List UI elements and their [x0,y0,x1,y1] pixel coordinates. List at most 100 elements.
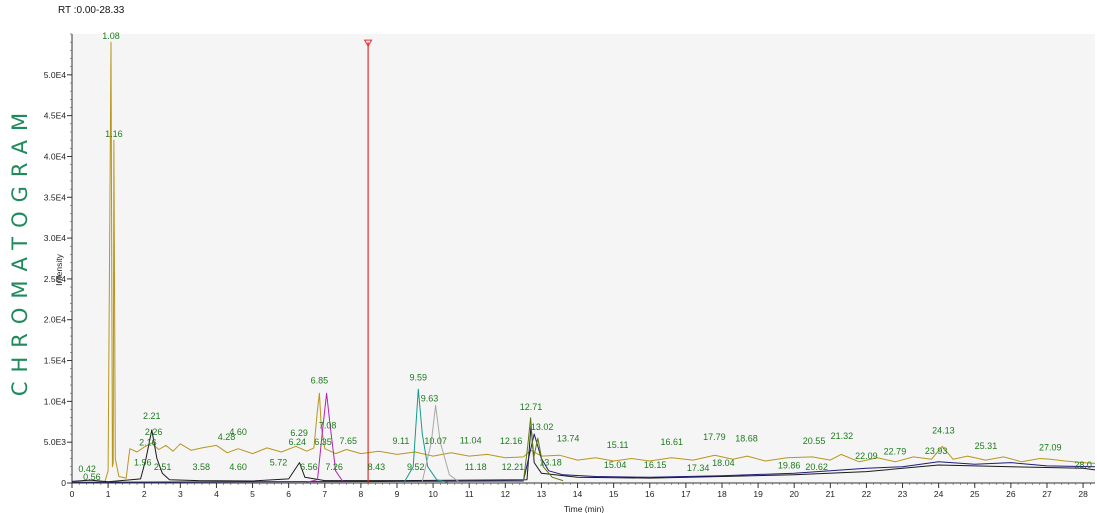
peak-label: 24.13 [932,425,955,435]
rt-range-label: RT :0.00-28.33 [58,5,125,16]
peak-label: 15.11 [607,440,629,450]
peak-label: 1.96 [134,457,152,467]
x-tick-label: 2 [142,489,147,499]
series-line-magenta [306,392,344,483]
peak-label: 6.24 [289,437,307,447]
peak-label: 6.85 [311,376,329,386]
peak-label: 12.21 [502,462,525,472]
x-tick-label: 3 [178,489,183,499]
x-tick-label: 17 [681,489,691,499]
x-tick-label: 27 [1042,489,1052,499]
peak-label: 25.31 [975,441,998,451]
peak-label: 1.16 [105,129,123,139]
peak-label: 8.43 [368,462,386,472]
peak-label: 21.32 [831,431,854,441]
peak-label: 2.26 [145,427,163,437]
peak-label: 22.79 [884,447,907,457]
peak-label: 11.04 [460,435,482,445]
plot-area [72,34,1095,483]
peak-label: 0.56 [83,472,101,482]
series-line-black [71,425,1096,483]
x-tick-label: 18 [717,489,727,499]
peak-label: 18.68 [735,434,758,444]
peak-label: 1.08 [102,31,120,41]
x-tick-label: 12 [501,489,511,499]
x-tick-label: 24 [934,489,944,499]
marker-layer [363,39,373,483]
peak-label: 9.11 [393,436,410,446]
peak-label: 18.04 [712,458,735,468]
peak-label: 4.28 [218,432,236,442]
peak-label: 12.16 [500,436,523,446]
peak-label: 6.29 [290,428,308,438]
peak-label: 12.71 [520,402,543,412]
x-tick-label: 16 [645,489,655,499]
peak-label: 7.26 [325,462,343,472]
peak-label: 16.61 [661,437,684,447]
peak-label: 7.08 [319,421,337,431]
y-tick-label: 4.5E4 [44,111,66,121]
peak-label: 15.04 [604,460,627,470]
peak-label: 6.35 [314,437,332,447]
peak-label: 2.51 [154,462,172,472]
side-title: CHROMATOGRAM [0,60,40,440]
axis-layer: 0 5.0E3 1.0E4 1.5E4 2.0E4 2.5E4 3.0E4 3.5E4 4.0E… [44,33,1095,499]
peak-label: 2.21 [143,411,161,421]
peak-label: 4.60 [229,427,247,437]
x-tick-label: 4 [214,489,219,499]
x-tick-label: 10 [428,489,438,499]
y-tick-label: 2.0E4 [44,315,66,325]
x-tick-label: 21 [826,489,836,499]
x-tick-label: 0 [70,489,75,499]
x-tick-label: 28 [1078,489,1088,499]
y-tick-label: 3.5E4 [44,192,66,202]
peak-label: 4.60 [229,462,247,472]
series-line-navy [71,433,1096,483]
peak-label: 19.86 [778,461,801,471]
x-tick-label: 6 [286,489,291,499]
x-tick-label: 11 [465,489,474,499]
peak-label: 11.18 [465,462,487,472]
y-tick-label: 0 [61,478,66,488]
x-tick-label: 7 [322,489,327,499]
peak-label: 10.07 [424,436,447,446]
y-tick-label: 1.0E4 [44,396,66,406]
rt-marker-triangle [363,39,373,48]
peak-label: 7.65 [339,436,357,446]
y-tick-label: 2.5E4 [44,274,66,284]
x-tick-label: 9 [395,489,400,499]
side-title-text: CHROMATOGRAM [8,103,33,397]
peak-label: 6.56 [300,462,318,472]
x-tick-label: 15 [609,489,619,499]
x-tick-label: 13 [537,489,547,499]
peak-label: 13.18 [539,457,562,467]
peak-label: 23.93 [925,446,948,456]
series-layer [71,41,1096,484]
peak-label: 9.63 [421,394,439,404]
x-tick-label: 19 [753,489,763,499]
x-tick-label: 26 [1006,489,1016,499]
peak-label: 3.58 [193,462,211,472]
x-tick-label: 25 [970,489,980,499]
x-axis-title: Time (min) [564,504,604,513]
y-tick-label: 5.0E4 [44,70,66,80]
peak-label: 22.09 [855,451,878,461]
y-tick-label: 4.0E4 [44,151,66,161]
peak-label: 17.79 [703,432,726,442]
x-tick-label: 1 [106,489,111,499]
peak-label: 13.02 [531,422,554,432]
y-tick-label: 3.0E4 [44,233,66,243]
peak-label: 17.34 [687,463,710,473]
peak-label: 13.74 [557,434,580,444]
x-tick-label: 22 [862,489,872,499]
peak-label: 9.59 [410,372,428,382]
y-tick-label: 1.5E4 [44,356,66,366]
peak-label: 0.42 [78,464,96,474]
peak-label: 27.09 [1039,443,1062,453]
series-line-gold [72,41,1096,484]
series-line-olive [522,417,564,482]
peak-label: 16.15 [644,460,667,470]
peak-label: 2.16 [139,438,157,448]
x-tick-label: 5 [250,489,255,499]
series-line-gray [421,404,459,482]
